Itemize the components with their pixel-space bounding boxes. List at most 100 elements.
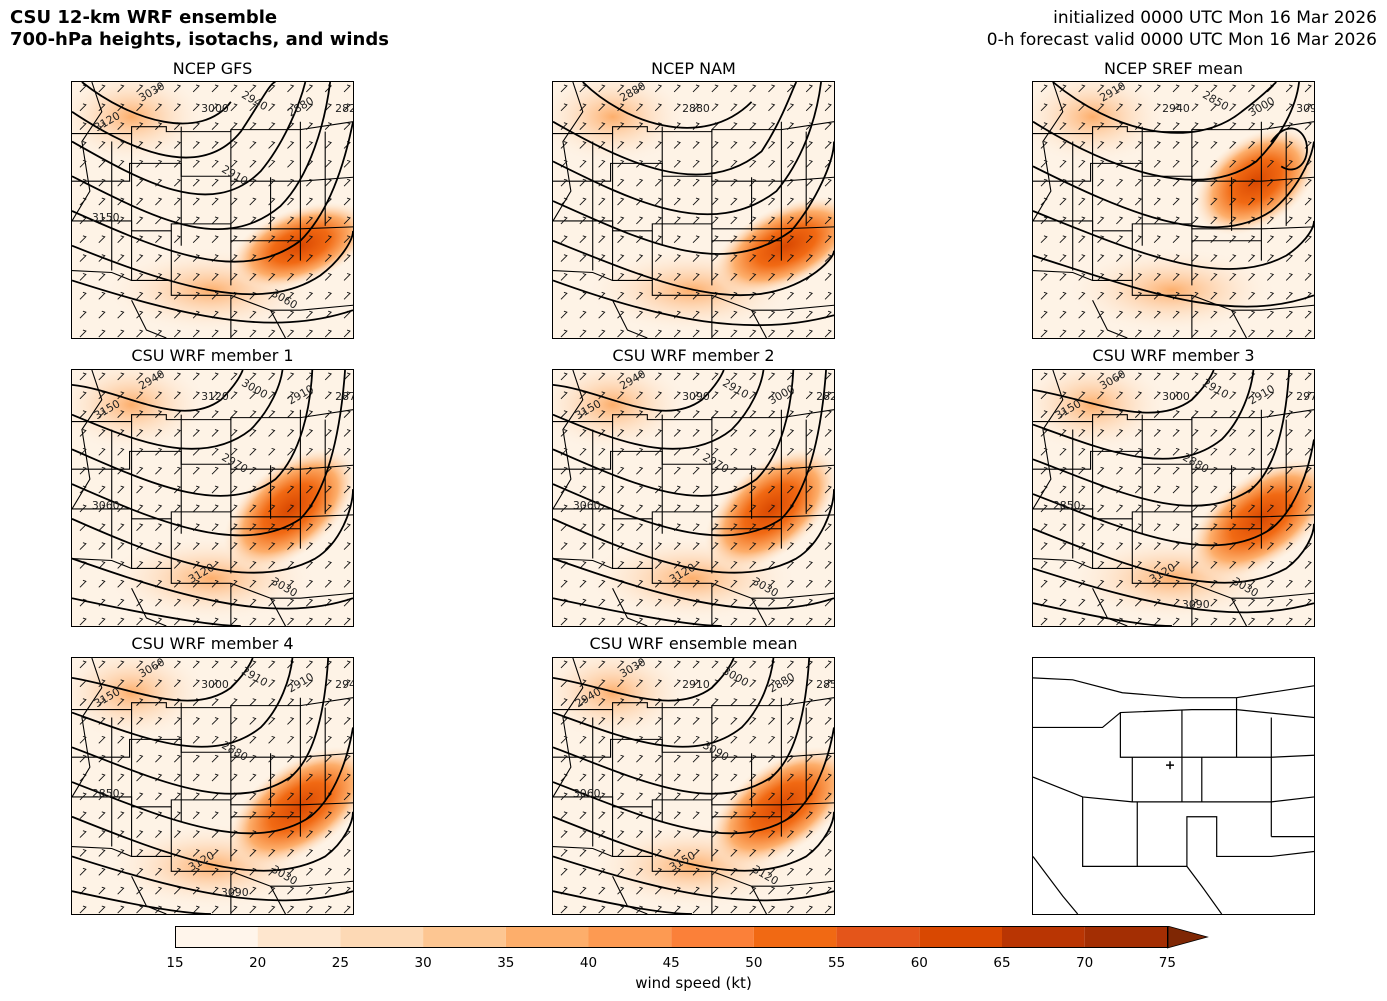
height-contour (72, 121, 353, 263)
wind-barb (287, 754, 295, 763)
wind-barb (173, 660, 182, 669)
wind-barb (1210, 159, 1218, 168)
wind-barb (249, 466, 257, 475)
wind-barb (730, 329, 738, 338)
wind-barb (268, 811, 276, 820)
wind-barb (1210, 273, 1218, 281)
map-svg (1033, 677, 1314, 914)
wind-barb (560, 103, 568, 112)
wind-barb (692, 216, 700, 225)
contour-label: 2850 (92, 787, 120, 800)
wind-barb (1191, 103, 1199, 112)
wind-barb (1172, 466, 1180, 475)
wind-barb (117, 849, 125, 857)
wind-barb (673, 504, 681, 513)
colorbar-segment (257, 926, 341, 948)
wind-barb (617, 310, 625, 319)
wind-barb (98, 372, 106, 381)
colorbar-tick-label: 70 (1076, 955, 1094, 971)
wind-barb (560, 792, 568, 801)
wind-barb (79, 792, 87, 801)
wind-barb (211, 561, 219, 569)
wind-barb (173, 579, 182, 588)
wind-barb (136, 273, 144, 281)
wind-barb (654, 598, 663, 607)
wind-barb (136, 141, 144, 149)
wind-barb (598, 660, 606, 669)
wind-barb (598, 717, 606, 725)
wind-barb (560, 372, 568, 381)
wind-barb (306, 273, 314, 281)
wind-barb (117, 410, 125, 418)
wind-barb (211, 273, 219, 281)
wind-barb (117, 679, 125, 688)
wind-barb (1153, 579, 1161, 588)
wind-barb (230, 84, 238, 93)
state-boundary (1033, 856, 1079, 914)
wind-barb (598, 542, 606, 550)
wind-barb (1304, 372, 1312, 381)
wind-barb (711, 773, 719, 782)
wind-barb (617, 660, 625, 669)
wind-barb (268, 84, 276, 93)
wind-barb (579, 310, 587, 319)
wind-barb (306, 122, 314, 130)
wind-barb (1267, 542, 1275, 550)
wind-barb (98, 159, 106, 168)
colorbar-segment (505, 926, 589, 948)
wind-barb (1267, 310, 1275, 319)
wind-barb (155, 447, 163, 456)
wind-barb (1191, 429, 1199, 437)
wind-barb (173, 141, 182, 149)
colorbar-segment (671, 926, 754, 948)
wind-barb (211, 773, 219, 782)
wind-barbs (1040, 84, 1312, 338)
height-contour (553, 239, 834, 297)
wind-barb (1040, 447, 1048, 456)
wind-barb (654, 466, 663, 475)
wind-barb (287, 886, 295, 895)
wind-barb (268, 754, 276, 763)
wind-barb (1059, 310, 1067, 319)
wind-barb (287, 103, 295, 112)
wind-barb (1040, 617, 1048, 626)
contour-label: 3060 (573, 787, 601, 800)
state-boundary (553, 121, 834, 135)
wind-barb (155, 103, 163, 112)
wind-barb (1116, 216, 1124, 225)
wind-barb (1210, 291, 1218, 300)
wind-barb (324, 159, 332, 168)
wind-barb (98, 235, 106, 244)
wind-barb (1134, 429, 1143, 437)
wind-barb (287, 561, 295, 569)
wind-barb (1153, 429, 1161, 437)
wind-barb (192, 485, 200, 494)
wind-barb (306, 792, 314, 801)
wind-barb (787, 254, 795, 262)
wind-barb (230, 254, 238, 262)
wind-barb (692, 867, 700, 876)
wind-barb (79, 867, 87, 876)
wind-barb (1229, 372, 1237, 381)
height-contour (72, 811, 353, 872)
wind-barb (268, 905, 276, 914)
wind-barb (787, 429, 795, 437)
wind-barb (173, 792, 182, 801)
contour-label: 2940 (335, 678, 353, 691)
wind-barb (1229, 122, 1237, 130)
wind-barb (306, 410, 314, 418)
wind-barb (192, 811, 200, 820)
wind-barb (98, 429, 106, 437)
wind-barb (1097, 466, 1105, 475)
wind-barb (805, 159, 813, 168)
wind-barb (787, 579, 795, 588)
wind-barb (749, 792, 757, 801)
wind-barb (749, 329, 757, 338)
height-contour (1033, 254, 1314, 308)
wind-barb (249, 617, 257, 626)
wind-barb (730, 197, 738, 206)
wind-barb (617, 159, 625, 168)
wind-barb (79, 579, 87, 588)
wind-barb (654, 429, 663, 437)
wind-barb (155, 329, 163, 338)
